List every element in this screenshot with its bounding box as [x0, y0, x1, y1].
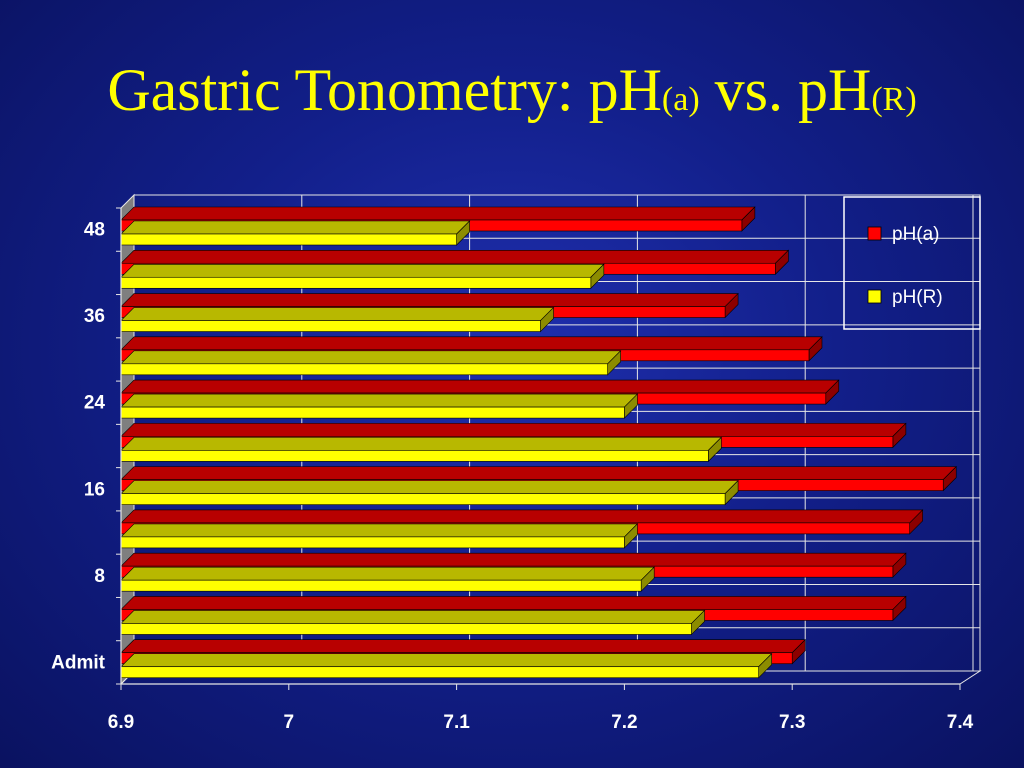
y-tick-label: Admit: [51, 652, 106, 673]
bar-ph-r-12: [120, 523, 639, 549]
legend-swatch: [867, 226, 882, 241]
x-tick-label: 7.4: [947, 712, 974, 733]
title-subscript-r: (R): [871, 81, 917, 118]
bar-ph-r-48: [120, 220, 471, 246]
y-tick-label: 48: [84, 220, 105, 241]
bar-ph-r-16: [120, 479, 739, 506]
bar-ph-r-36: [120, 306, 555, 333]
title-main-2: pH: [798, 57, 872, 123]
x-tick-label: 6.9: [108, 712, 134, 733]
chart-legend: pH(a) pH(R): [843, 196, 981, 330]
bar-ph-r-4: [120, 609, 706, 636]
bar-ph-r-20: [120, 436, 723, 463]
title-main: Gastric Tonometry: pH: [107, 57, 662, 123]
y-tick-label: 8: [94, 566, 105, 587]
title-vs: vs.: [699, 57, 799, 123]
bar-ph-r-admit: [120, 653, 773, 679]
y-tick-label: 24: [84, 393, 106, 414]
legend-swatch: [867, 289, 882, 304]
slide-title: Gastric Tonometry: pH(a) vs. pH(R): [0, 50, 1024, 140]
y-tick-label: 16: [84, 479, 105, 500]
bar-ph-r-42: [120, 263, 605, 289]
bar-ph-r-24: [120, 393, 639, 419]
legend-label: pH(R): [892, 287, 943, 308]
x-tick-label: 7.2: [611, 712, 637, 733]
x-tick-label: 7.3: [779, 712, 805, 733]
y-tick-label: 36: [84, 306, 105, 327]
title-subscript-a: (a): [661, 81, 700, 118]
bar-ph-r-28: [120, 350, 622, 376]
x-tick-label: 7.1: [443, 712, 470, 733]
bar-ph-r-8: [120, 566, 655, 592]
x-tick-label: 7: [284, 712, 295, 733]
legend-label: pH(a): [892, 224, 940, 245]
